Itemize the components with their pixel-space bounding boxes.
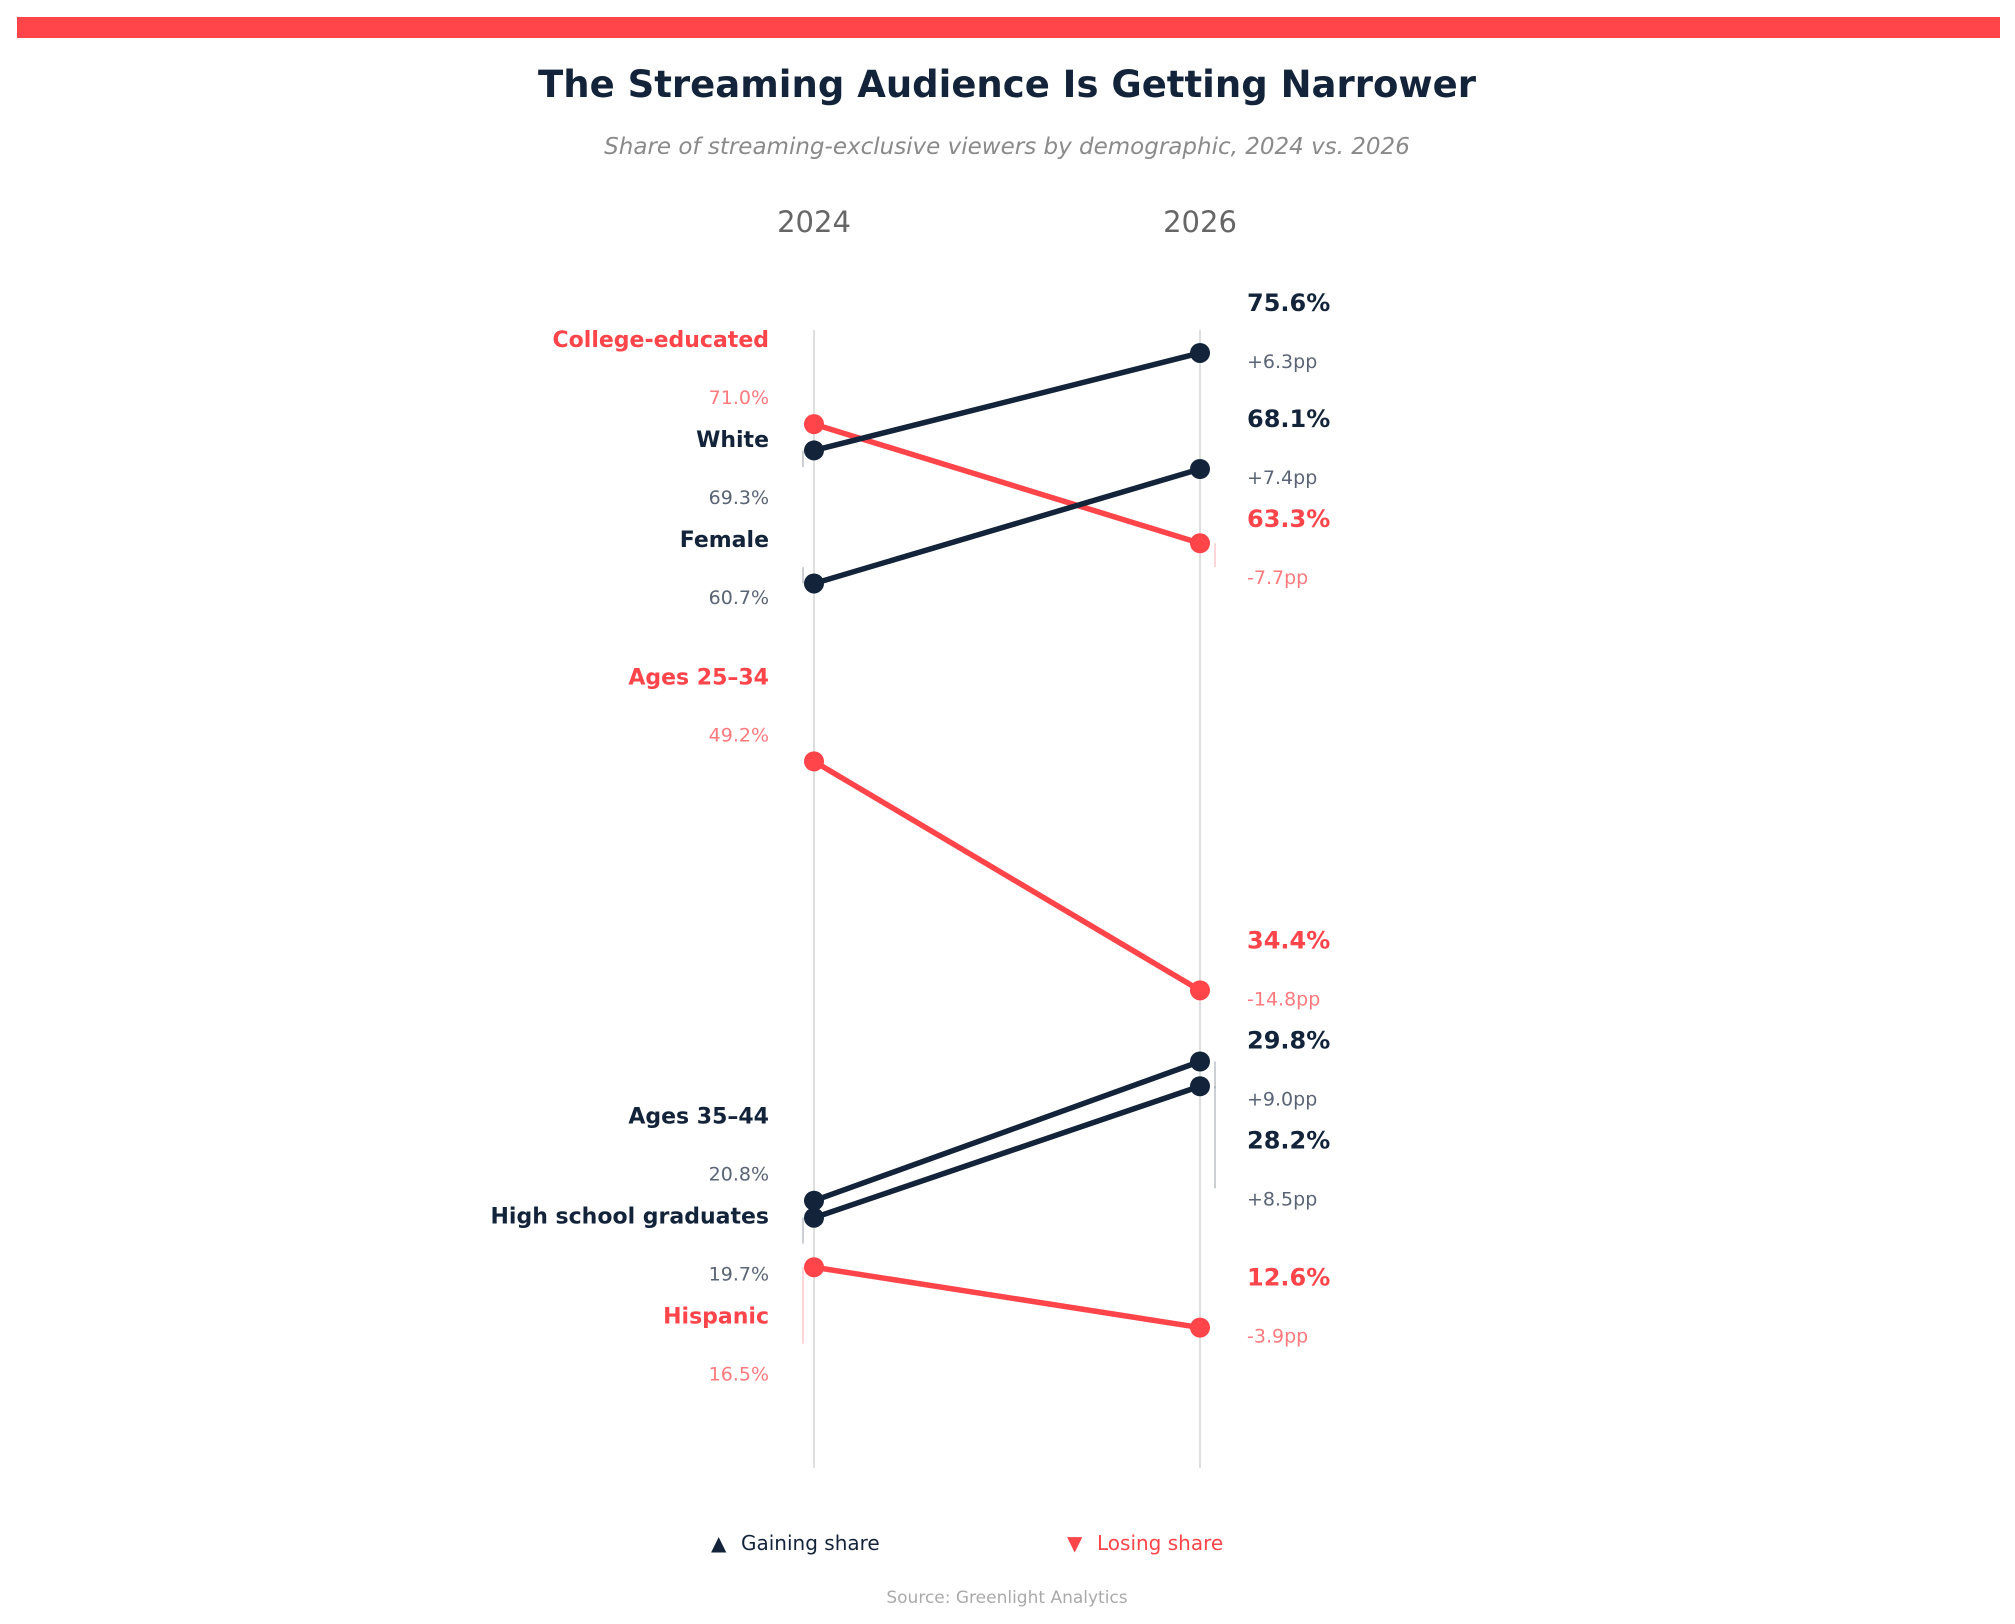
- series-name-ages-25-34: Ages 25–34: [628, 665, 769, 690]
- series-name-female: Female: [680, 528, 769, 553]
- value-2024-college-educated: 71.0%: [709, 387, 769, 409]
- change-white: +6.3pp: [1247, 351, 1317, 373]
- value-2024-ages-35-44: 20.8%: [709, 1164, 769, 1186]
- point-2026-white: [1190, 342, 1210, 363]
- data-points: [804, 342, 1210, 1338]
- point-2024-ages-35-44: [804, 1190, 824, 1211]
- value-2026-high-school-graduates: 28.2%: [1247, 1126, 1330, 1154]
- value-2024-ages-25-34: 49.2%: [709, 724, 769, 746]
- change-ages-25-34: -14.8pp: [1247, 988, 1320, 1010]
- legend-loss-label: Losing share: [1097, 1531, 1223, 1555]
- point-2026-hispanic: [1190, 1317, 1210, 1338]
- value-2024-white: 69.3%: [709, 487, 769, 509]
- slope-line-high-school-graduates: [813, 1083, 1201, 1221]
- series-name-ages-35-44: Ages 35–44: [628, 1105, 769, 1130]
- change-female: +7.4pp: [1247, 467, 1317, 489]
- value-2026-ages-25-34: 34.4%: [1247, 926, 1330, 954]
- year-label-2026: 2026: [1163, 205, 1237, 239]
- point-2024-female: [804, 573, 824, 594]
- slope-line-college-educated: [813, 421, 1201, 546]
- data-labels: College-educated 71.0% 63.3% -7.7pp White 69.…: [491, 289, 1331, 1386]
- label-brackets: [802, 450, 1216, 1344]
- slope-line-white: [813, 350, 1201, 454]
- slope-line-female: [813, 466, 1201, 587]
- value-2024-hispanic: 16.5%: [709, 1364, 769, 1386]
- point-2026-ages-35-44: [1190, 1051, 1210, 1072]
- change-college-educated: -7.7pp: [1247, 567, 1308, 589]
- legend: ▲ Gaining share ▼ Losing share: [711, 1531, 1223, 1555]
- slope-line-ages-35-44: [813, 1058, 1201, 1204]
- value-2026-college-educated: 63.3%: [1247, 505, 1330, 533]
- chart-subtitle: Share of streaming-exclusive viewers by …: [604, 134, 1410, 160]
- chart-title: The Streaming Audience Is Getting Narrow…: [538, 63, 1477, 106]
- series-name-hispanic: Hispanic: [663, 1305, 769, 1330]
- point-2024-hispanic: [804, 1257, 824, 1278]
- series-name-college-educated: College-educated: [553, 328, 769, 353]
- slope-line-hispanic: [813, 1264, 1201, 1331]
- gain-triangle-icon: ▲: [711, 1531, 727, 1555]
- value-2026-hispanic: 12.6%: [1247, 1264, 1330, 1292]
- point-2026-high-school-graduates: [1190, 1076, 1210, 1097]
- point-2026-ages-25-34: [1190, 980, 1210, 1001]
- point-2024-ages-25-34: [804, 751, 824, 772]
- slope-line-ages-25-34: [812, 759, 1202, 993]
- value-2024-female: 60.7%: [709, 587, 769, 609]
- legend-gain-label: Gaining share: [741, 1531, 880, 1555]
- point-2024-college-educated: [804, 414, 824, 435]
- source-note: Source: Greenlight Analytics: [886, 1588, 1127, 1608]
- series-name-white: White: [696, 428, 769, 453]
- change-ages-35-44: +9.0pp: [1247, 1088, 1317, 1110]
- accent-bar: [17, 17, 2000, 38]
- series-name-high-school-graduates: High school graduates: [491, 1205, 769, 1230]
- change-high-school-graduates: +8.5pp: [1247, 1188, 1317, 1210]
- point-2024-white: [804, 440, 824, 461]
- value-2026-white: 75.6%: [1247, 289, 1330, 317]
- slope-lines: [812, 350, 1202, 1331]
- year-label-2024: 2024: [777, 205, 851, 239]
- value-2026-ages-35-44: 29.8%: [1247, 1026, 1330, 1054]
- point-2026-college-educated: [1190, 533, 1210, 554]
- value-2026-female: 68.1%: [1247, 405, 1330, 433]
- value-2024-high-school-graduates: 19.7%: [709, 1264, 769, 1286]
- point-2024-high-school-graduates: [804, 1207, 824, 1228]
- loss-triangle-icon: ▼: [1067, 1531, 1083, 1555]
- change-hispanic: -3.9pp: [1247, 1326, 1308, 1348]
- point-2026-female: [1190, 458, 1210, 479]
